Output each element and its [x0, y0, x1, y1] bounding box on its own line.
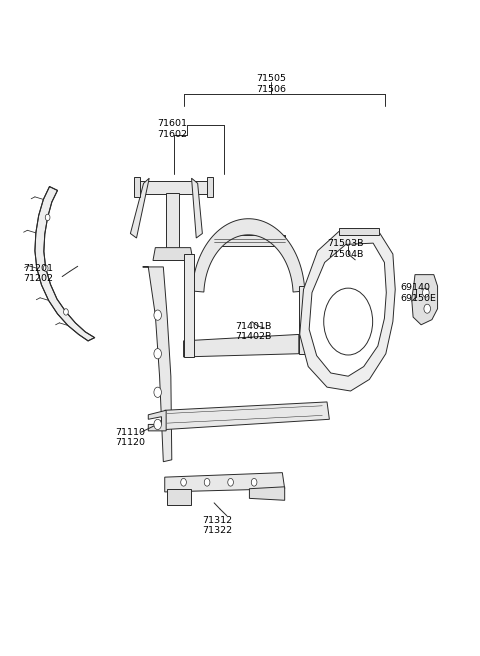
Polygon shape [167, 489, 191, 505]
Polygon shape [131, 178, 149, 238]
Polygon shape [207, 177, 213, 197]
Text: 71601
71602: 71601 71602 [157, 119, 188, 139]
Polygon shape [192, 218, 305, 292]
Circle shape [154, 387, 161, 398]
Polygon shape [148, 410, 166, 431]
Circle shape [154, 310, 161, 320]
Polygon shape [166, 193, 179, 251]
Circle shape [43, 265, 48, 272]
Polygon shape [183, 254, 194, 357]
Circle shape [324, 288, 372, 355]
Polygon shape [143, 267, 172, 462]
Polygon shape [35, 186, 95, 341]
Circle shape [422, 288, 429, 297]
Circle shape [45, 215, 50, 220]
Text: 71110
71120: 71110 71120 [115, 428, 145, 447]
Circle shape [154, 419, 161, 430]
Circle shape [252, 478, 257, 486]
Polygon shape [192, 178, 203, 238]
Polygon shape [165, 402, 329, 430]
Text: 71505
71506: 71505 71506 [256, 74, 287, 94]
Text: 71201
71202: 71201 71202 [24, 264, 54, 283]
Polygon shape [153, 248, 193, 260]
Circle shape [204, 478, 210, 486]
Circle shape [228, 478, 233, 486]
Polygon shape [134, 177, 140, 197]
Polygon shape [250, 487, 285, 501]
Polygon shape [134, 181, 207, 194]
Text: 69140
69150E: 69140 69150E [400, 283, 436, 303]
Polygon shape [165, 472, 285, 492]
Polygon shape [300, 232, 395, 391]
Polygon shape [309, 243, 386, 377]
Text: 71503B
71504B: 71503B 71504B [327, 239, 363, 259]
Polygon shape [339, 228, 379, 235]
Polygon shape [183, 335, 299, 357]
Polygon shape [412, 275, 438, 325]
Polygon shape [214, 235, 285, 246]
Circle shape [63, 309, 68, 315]
Circle shape [424, 304, 431, 313]
Circle shape [181, 478, 186, 486]
Text: 71401B
71402B: 71401B 71402B [235, 321, 272, 341]
Polygon shape [299, 286, 308, 354]
Circle shape [154, 348, 161, 359]
Text: 71312
71322: 71312 71322 [203, 516, 232, 535]
